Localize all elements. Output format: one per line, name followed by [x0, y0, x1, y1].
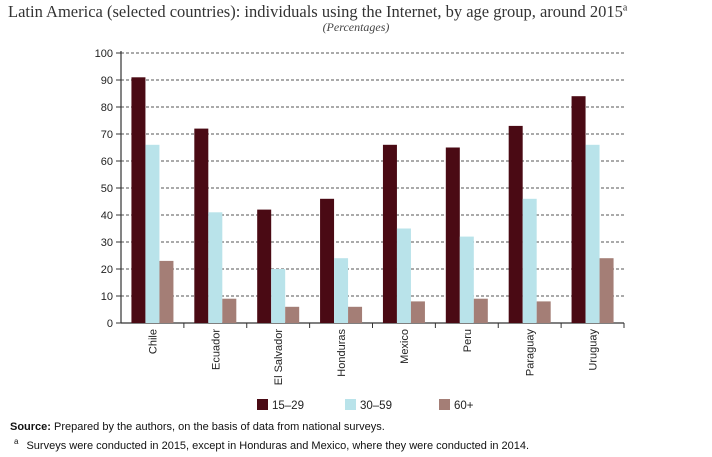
legend-label-2: 60+	[454, 400, 474, 412]
bar-el-salvador-0	[257, 209, 272, 323]
y-tick-label-70: 70	[101, 129, 113, 141]
source-label: Source:	[10, 421, 51, 433]
y-tick-label-10: 10	[101, 291, 113, 303]
legend-label-0: 15–29	[272, 400, 304, 412]
bar-el-salvador-1	[271, 269, 286, 323]
footnote-text: Surveys were conducted in 2015, except i…	[26, 439, 530, 452]
chart-title: Latin America (selected countries): indi…	[8, 2, 627, 22]
title-footnote-marker: a	[622, 2, 628, 14]
bar-ecuador-2	[222, 298, 237, 323]
bar-uruguay-1	[585, 144, 600, 323]
y-tick-label-20: 20	[101, 264, 113, 276]
legend-swatch-0	[257, 399, 268, 410]
x-tick-label-el-salvador: El Salvador	[273, 329, 285, 386]
x-tick-label-ecuador: Ecuador	[210, 329, 222, 370]
bar-paraguay-2	[536, 301, 551, 323]
bar-ecuador-1	[208, 212, 223, 323]
bar-honduras-0	[320, 198, 335, 323]
bar-uruguay-0	[571, 96, 586, 323]
bar-uruguay-2	[599, 258, 614, 323]
y-tick-label-30: 30	[101, 237, 113, 249]
bar-mexico-2	[410, 301, 425, 323]
bar-peru-0	[445, 147, 460, 323]
bar-el-salvador-2	[285, 306, 300, 323]
bar-paraguay-1	[522, 198, 537, 323]
x-tick-label-mexico: Mexico	[399, 329, 411, 364]
x-tick-label-peru: Peru	[462, 329, 474, 352]
legend-label-1: 30–59	[360, 400, 392, 412]
x-tick-label-honduras: Honduras	[336, 329, 348, 377]
y-tick-label-60: 60	[101, 156, 113, 168]
y-tick-label-80: 80	[101, 102, 113, 114]
x-tick-label-uruguay: Uruguay	[588, 329, 600, 371]
legend-swatch-1	[345, 399, 356, 410]
legend-swatch-2	[439, 399, 450, 410]
bar-chile-0	[131, 77, 146, 323]
y-tick-label-40: 40	[101, 210, 113, 222]
bar-paraguay-0	[508, 125, 523, 324]
y-tick-label-0: 0	[107, 318, 113, 330]
bar-ecuador-0	[194, 128, 209, 323]
bar-peru-2	[473, 298, 488, 323]
x-tick-label-chile: Chile	[147, 329, 159, 354]
chart-subtitle: (Percentages)	[322, 20, 390, 34]
bar-honduras-2	[348, 306, 363, 323]
bar-honduras-1	[334, 258, 349, 323]
footnote: a Surveys were conducted in 2015, except …	[14, 437, 529, 452]
bar-chile-2	[159, 260, 174, 323]
chart-title-text: Latin America (selected countries): indi…	[8, 2, 623, 21]
bar-chile-1	[145, 144, 160, 323]
source-text: Prepared by the authors, on the basis of…	[50, 421, 385, 433]
source-note: Source: Prepared by the authors, on the …	[10, 421, 385, 433]
x-tick-label-paraguay: Paraguay	[525, 329, 537, 377]
y-tick-label-90: 90	[101, 75, 113, 87]
bar-mexico-0	[382, 144, 397, 323]
footnote-marker: a	[14, 437, 19, 446]
bar-mexico-1	[396, 228, 411, 323]
bar-peru-1	[459, 236, 474, 323]
y-tick-label-50: 50	[101, 183, 113, 195]
y-tick-label-100: 100	[95, 48, 113, 60]
